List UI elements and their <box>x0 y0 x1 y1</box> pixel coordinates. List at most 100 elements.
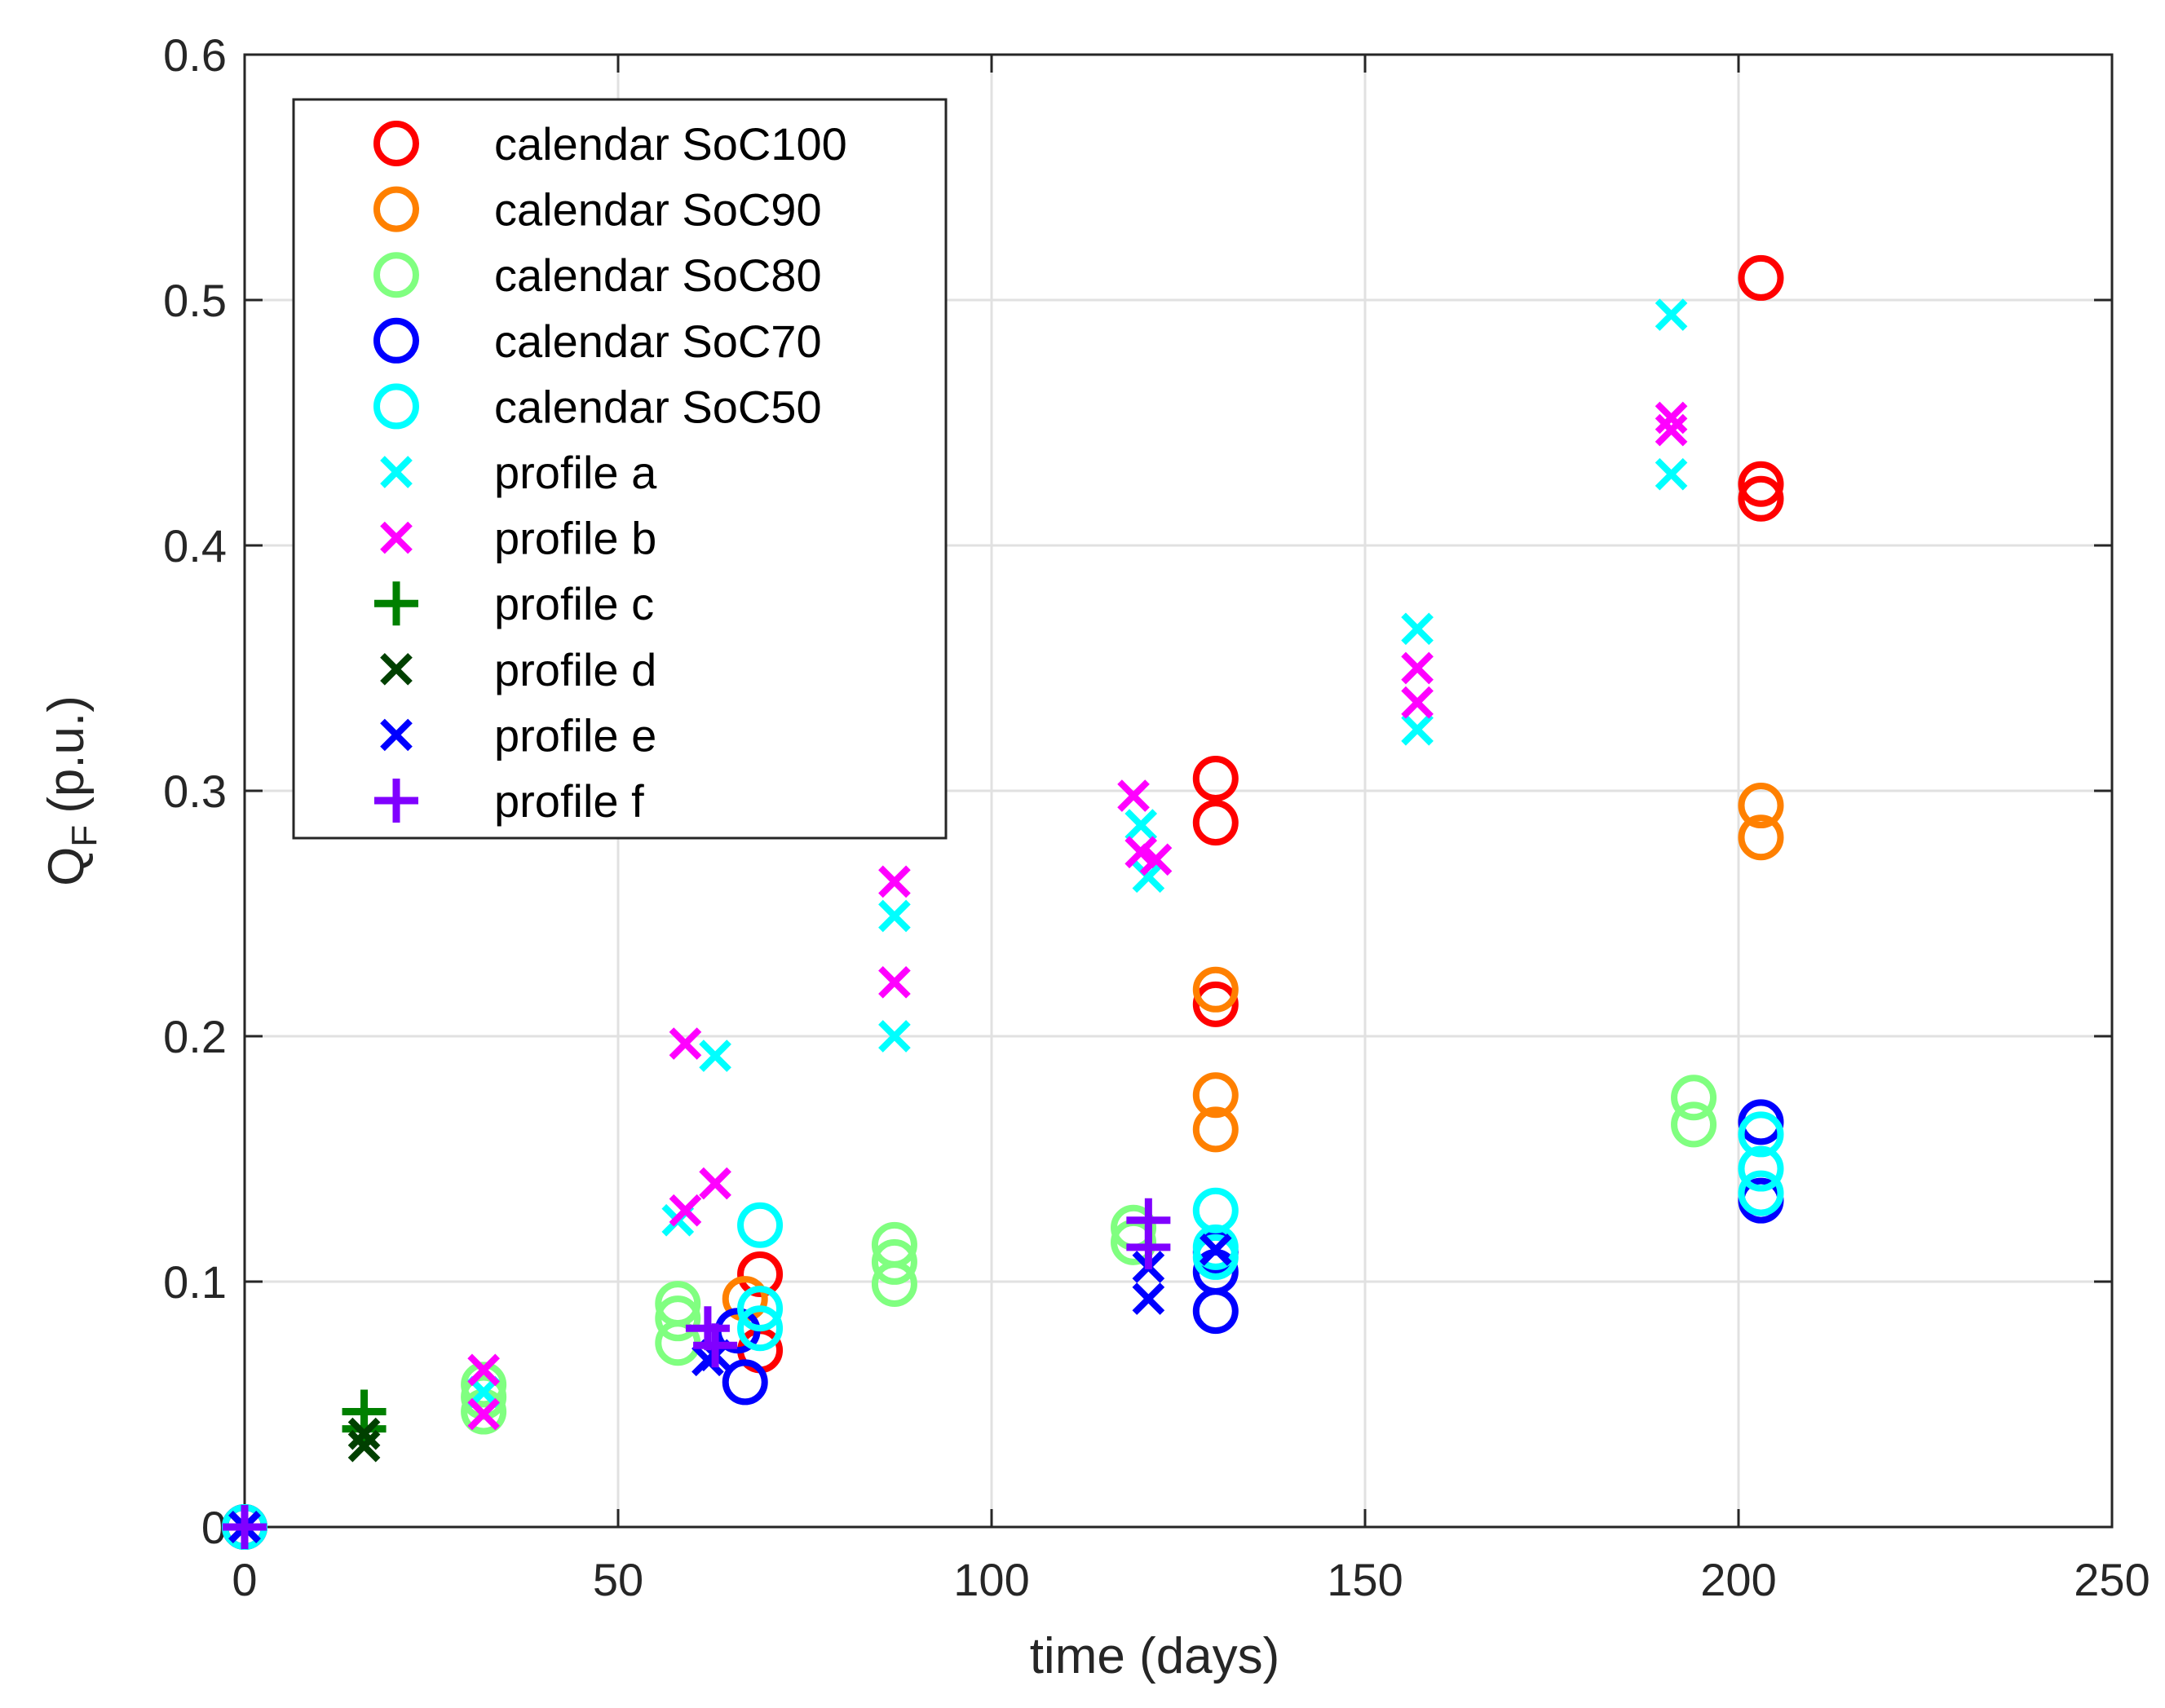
data-point <box>871 1261 917 1308</box>
data-point <box>1738 254 1784 301</box>
y-axis-title-main: Q <box>38 847 95 886</box>
legend-marker <box>380 652 413 686</box>
data-point <box>737 1305 784 1352</box>
legend-label: profile c <box>494 578 654 629</box>
data-point <box>347 1417 381 1450</box>
legend-marker <box>380 521 413 554</box>
data-point <box>699 1167 731 1200</box>
legend-item: profile e <box>380 709 656 761</box>
legend-item: profile b <box>380 513 656 564</box>
x-tick-label: 100 <box>953 1554 1029 1605</box>
plot-frame <box>243 53 2114 1529</box>
y-axis-title: QF (p.u.) <box>38 695 104 886</box>
legend-label: profile f <box>494 775 644 827</box>
data-point <box>669 1194 702 1227</box>
legend-label: profile a <box>494 447 657 498</box>
x-tick-label: 200 <box>1700 1554 1776 1605</box>
legend-marker <box>380 718 413 752</box>
data-point <box>1401 686 1434 719</box>
x-axis-title: time (days) <box>1030 1628 1280 1684</box>
legend-marker <box>373 252 419 298</box>
legend-label: profile b <box>494 513 656 564</box>
data-point <box>1192 1234 1239 1280</box>
data-point <box>737 1286 784 1332</box>
legend-item: profile c <box>374 578 654 629</box>
data-point <box>347 1429 381 1463</box>
y-tick-label: 0.1 <box>163 1256 227 1308</box>
data-point <box>1738 475 1784 522</box>
data-point <box>655 1295 701 1342</box>
data-point <box>669 1027 702 1060</box>
data-point <box>1738 1111 1784 1158</box>
data-point <box>1192 1288 1239 1335</box>
legend-item: calendar SoC90 <box>373 184 822 236</box>
data-point <box>467 1353 500 1387</box>
data-point <box>1192 755 1239 801</box>
data-point <box>1671 1101 1717 1148</box>
data-point <box>1192 981 1239 1027</box>
legend-label: calendar SoC100 <box>494 118 847 170</box>
y-tick-label: 0.4 <box>163 520 227 572</box>
legend-item: profile d <box>380 644 656 695</box>
data-point <box>1192 1072 1239 1119</box>
y-tick-label: 0.5 <box>163 275 227 326</box>
legend-label: calendar SoC90 <box>494 184 822 236</box>
data-point <box>1401 651 1434 685</box>
data-point <box>1139 843 1173 876</box>
legend-item: calendar SoC80 <box>373 249 822 301</box>
legend-label: profile d <box>494 644 656 695</box>
legend-item: calendar SoC50 <box>373 381 822 432</box>
data-point <box>878 899 911 933</box>
data-point <box>1192 966 1239 1013</box>
data-point <box>223 1505 267 1549</box>
data-point <box>467 1397 500 1431</box>
data-point <box>1401 713 1434 746</box>
legend-marker <box>374 779 418 823</box>
data-point <box>1738 1099 1784 1145</box>
legend-marker <box>373 383 419 430</box>
data-point <box>1117 779 1150 812</box>
data-point <box>1132 860 1165 894</box>
data-point <box>1126 1225 1171 1269</box>
legend-marker <box>373 121 419 166</box>
data-point <box>1655 298 1688 331</box>
legend: calendar SoC100 calendar SoC90 calendar So… <box>292 98 948 840</box>
data-point <box>1655 457 1688 491</box>
data-point <box>878 1020 911 1053</box>
data-point <box>878 865 911 898</box>
data-point <box>461 1362 507 1408</box>
data-point <box>1401 612 1434 646</box>
y-axis-title-unit: (p.u.) <box>38 695 95 814</box>
data-point <box>1738 1170 1784 1216</box>
series-11 <box>223 1198 1171 1549</box>
legend-label: calendar SoC70 <box>494 316 822 367</box>
legend-item: calendar SoC100 <box>373 118 847 170</box>
data-point <box>722 1359 768 1406</box>
svg-text:QF(p.u.): QF (p.u.) <box>38 695 104 886</box>
y-tick-label: 0.3 <box>163 766 227 817</box>
x-tick-label: 250 <box>2074 1554 2150 1605</box>
data-point <box>1738 461 1784 507</box>
data-point <box>1655 401 1688 435</box>
y-axis-title-subscript: F <box>64 825 104 847</box>
data-marks <box>222 254 1784 1550</box>
data-point <box>871 1238 917 1285</box>
x-tick-label: 150 <box>1327 1554 1403 1605</box>
data-point <box>1738 783 1784 829</box>
x-tick-label: 50 <box>593 1554 643 1605</box>
legend-marker <box>374 581 418 626</box>
data-point <box>1738 814 1784 861</box>
legend-marker <box>373 317 419 364</box>
data-point <box>1124 809 1158 841</box>
legend-item: calendar SoC70 <box>373 316 822 367</box>
data-point <box>1671 1075 1717 1121</box>
data-point <box>1199 1234 1232 1266</box>
data-point <box>1655 413 1688 447</box>
legend-label: calendar SoC50 <box>494 381 822 432</box>
data-point <box>737 1251 784 1297</box>
data-point <box>878 965 911 999</box>
legend-label: profile e <box>494 709 656 761</box>
data-point <box>693 1323 738 1368</box>
data-point <box>1192 800 1239 846</box>
